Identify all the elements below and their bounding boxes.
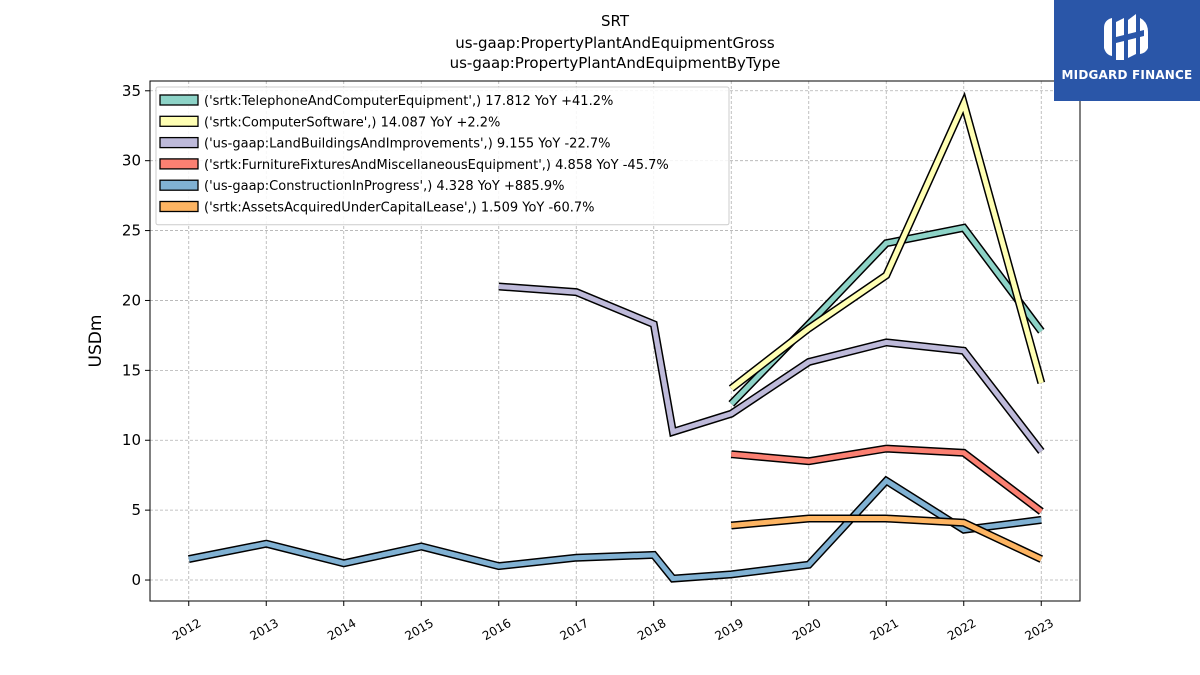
y-tick-label: 25	[122, 222, 141, 240]
x-tick-label: 2016	[480, 616, 513, 643]
series-line	[729, 96, 1044, 391]
legend-label: ('srtk:FurnitureFixturesAndMiscellaneous…	[204, 158, 669, 173]
x-tick-label: 2013	[248, 616, 281, 643]
legend-swatch	[159, 136, 199, 149]
legend-swatch	[159, 115, 199, 127]
legend-swatch	[159, 179, 199, 191]
legend-box	[155, 86, 730, 226]
y-tick-label: 35	[122, 82, 141, 100]
y-axis: 0 5 10 15 20 25 30 35	[122, 82, 150, 589]
x-tick-label: 2020	[790, 616, 823, 643]
y-tick-label: 30	[122, 152, 141, 170]
chart-title-line-1: SRT	[601, 12, 630, 30]
legend-label: ('us-gaap:ConstructionInProgress',) 4.32…	[204, 179, 564, 194]
legend-item: ('srtk:ComputerSoftware',) 14.087 YoY +2…	[159, 115, 500, 130]
legend-item: ('us-gaap:ConstructionInProgress',) 4.32…	[159, 179, 564, 194]
x-tick-label: 2018	[635, 616, 668, 643]
legend-swatch	[159, 158, 199, 170]
legend-item: ('us-gaap:LandBuildingsAndImprovements',…	[159, 136, 610, 152]
y-tick-label: 5	[131, 501, 141, 519]
chart-title-line-2: us-gaap:PropertyPlantAndEquipmentGross	[455, 34, 775, 52]
x-tick-label: 2014	[325, 616, 358, 643]
plot-frame	[149, 80, 1081, 602]
x-axis: 2012 2013 2014 2015 2016 2017 2018 2019 2020 2021…	[170, 601, 1056, 643]
legend-label: ('srtk:AssetsAcquiredUnderCapitalLease',…	[204, 201, 594, 216]
x-tick-label: 2012	[170, 616, 203, 643]
legend-item: ('srtk:AssetsAcquiredUnderCapitalLease',…	[159, 200, 594, 216]
chart-title: SRT us-gaap:PropertyPlantAndEquipmentGro…	[450, 12, 781, 72]
series-line	[731, 516, 1043, 562]
x-tick-label: 2021	[868, 616, 901, 643]
series-3	[498, 282, 1045, 454]
series-line	[498, 284, 1044, 453]
x-tick-label: 2022	[945, 616, 978, 643]
y-tick-label: 20	[122, 291, 141, 309]
brand-logo: MIDGARD FINANCE	[1054, 0, 1200, 101]
logo-mark-icon	[1104, 14, 1148, 60]
legend-swatch	[159, 94, 199, 106]
series-6	[730, 514, 1044, 563]
legend-label: ('srtk:TelephoneAndComputerEquipment',) …	[204, 94, 613, 109]
y-tick-label: 0	[131, 571, 141, 589]
series-lines	[188, 91, 1046, 583]
legend: ('srtk:TelephoneAndComputerEquipment',) …	[155, 86, 730, 226]
legend-label: ('us-gaap:LandBuildingsAndImprovements',…	[204, 137, 610, 152]
series-4	[730, 444, 1044, 515]
x-tick-label: 2023	[1023, 616, 1056, 643]
series-line	[188, 477, 1042, 582]
legend-item: ('srtk:FurnitureFixturesAndMiscellaneous…	[159, 158, 669, 173]
y-tick-label: 15	[122, 361, 141, 379]
legend-label: ('srtk:ComputerSoftware',) 14.087 YoY +2…	[204, 115, 500, 130]
legend-item: ('srtk:TelephoneAndComputerEquipment',) …	[159, 94, 613, 109]
x-tick-label: 2015	[403, 616, 436, 643]
legend-swatch	[159, 200, 199, 213]
logo-text: MIDGARD FINANCE	[1061, 68, 1193, 82]
series-line	[731, 446, 1043, 514]
series-2	[728, 91, 1046, 392]
x-tick-label: 2017	[558, 616, 591, 643]
y-tick-label: 10	[122, 431, 141, 449]
x-tick-label: 2019	[713, 616, 746, 643]
series-5	[188, 475, 1042, 583]
y-axis-label: USDm	[86, 315, 106, 368]
chart-title-line-3: us-gaap:PropertyPlantAndEquipmentByType	[450, 54, 781, 72]
